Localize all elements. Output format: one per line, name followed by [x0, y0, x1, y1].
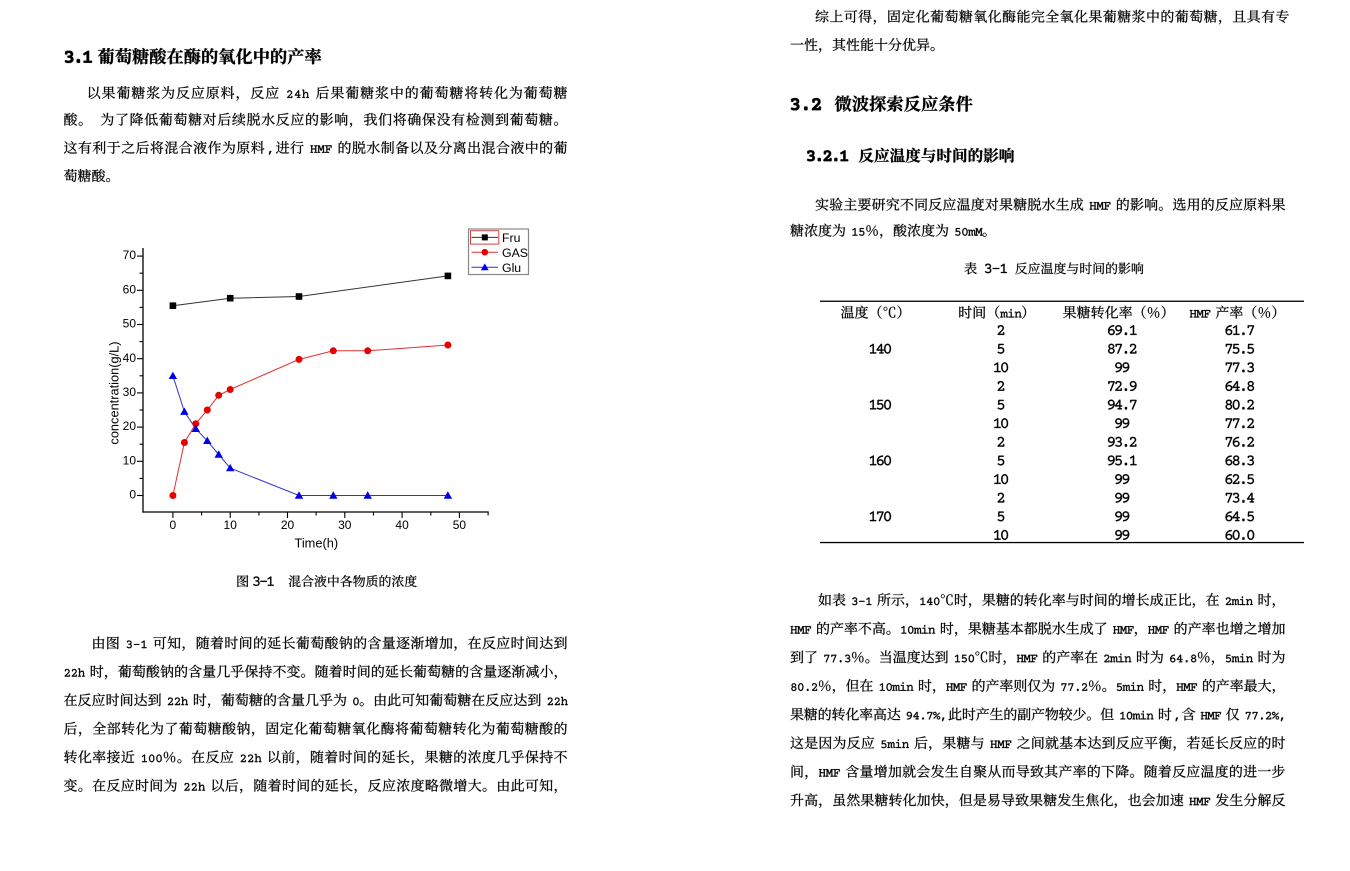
svg-text:40: 40 [123, 351, 137, 365]
svg-text:40: 40 [395, 518, 409, 532]
svg-text:Time(h): Time(h) [294, 535, 338, 550]
svg-text:30: 30 [123, 385, 137, 399]
svg-text:Fru: Fru [502, 231, 521, 245]
svg-text:0: 0 [170, 518, 177, 532]
svg-text:Glu: Glu [502, 261, 521, 275]
svg-text:10: 10 [123, 453, 137, 467]
svg-text:50: 50 [453, 518, 467, 532]
svg-text:60: 60 [123, 282, 137, 296]
svg-text:concentration(g/L): concentration(g/L) [107, 341, 122, 444]
svg-text:GAS: GAS [502, 246, 528, 260]
svg-text:20: 20 [123, 419, 137, 433]
svg-text:10: 10 [224, 518, 238, 532]
svg-text:0: 0 [129, 488, 136, 502]
svg-text:30: 30 [338, 518, 352, 532]
svg-text:50: 50 [123, 317, 137, 331]
svg-text:70: 70 [123, 248, 137, 262]
svg-text:20: 20 [281, 518, 295, 532]
